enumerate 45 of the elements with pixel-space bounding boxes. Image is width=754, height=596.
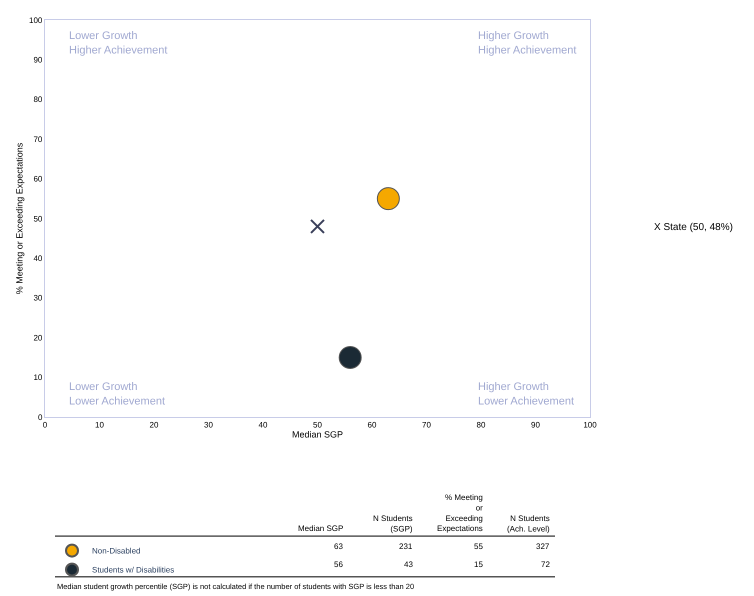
legend-label: Non-Disabled — [92, 546, 140, 556]
x-tick-label: 40 — [258, 420, 268, 430]
x-tick-label: 80 — [476, 420, 486, 430]
y-tick-label: 50 — [33, 214, 43, 224]
y-tick-label: 20 — [33, 333, 43, 342]
text: % Meeting or Exceeding Expectations — [437, 493, 484, 534]
legend-label: Students w/ Disabilities — [92, 566, 174, 575]
text: 63 — [334, 542, 344, 551]
annotation: Higher Growth Higher Achievement — [478, 30, 576, 56]
x-tick-label: 90 — [531, 420, 540, 430]
annotation: Lower Growth Higher Achievement — [69, 30, 168, 56]
text: 15 — [474, 560, 484, 569]
text: N Students (Ach. Level) — [507, 514, 550, 534]
y-tick-label: 0 — [38, 412, 43, 422]
text: X State (50, 48%) — [654, 222, 733, 233]
x-axis-title: Median SGP — [292, 430, 344, 440]
text: N Students (SGP) — [373, 514, 413, 534]
x-tick-label: 70 — [422, 420, 432, 430]
x-tick-label: 60 — [368, 420, 377, 430]
text: 327 — [536, 542, 550, 551]
point — [310, 218, 325, 234]
y-tick-label: 40 — [33, 254, 43, 263]
x-tick-label: 30 — [204, 420, 214, 430]
y-tick-label: 30 — [33, 294, 43, 303]
text: Median SGP — [298, 524, 344, 533]
point — [376, 187, 400, 210]
y-tick-label: 80 — [33, 95, 43, 104]
text: 56 — [334, 560, 344, 569]
annotation: Lower Growth Lower Achievement — [69, 381, 165, 408]
y-tick-label: 70 — [33, 134, 43, 144]
x-tick-label: 100 — [583, 420, 598, 430]
x-tick-label: 10 — [95, 420, 104, 430]
y-tick-label: 10 — [33, 373, 43, 382]
y-axis-title: % Meeting or Exceeding Expectations — [14, 142, 24, 294]
y-tick-label: 60 — [33, 174, 43, 184]
y-tick-label: 100 — [29, 16, 43, 25]
text: 231 — [399, 542, 413, 551]
x-tick-label: 50 — [313, 420, 322, 430]
point — [338, 346, 362, 369]
annotation: Higher Growth Lower Achievement — [478, 381, 574, 408]
x-tick-label: 20 — [150, 420, 159, 430]
text: 72 — [541, 560, 550, 569]
text: 43 — [404, 560, 414, 569]
text: 55 — [474, 542, 484, 551]
y-tick-label: 90 — [33, 56, 43, 64]
